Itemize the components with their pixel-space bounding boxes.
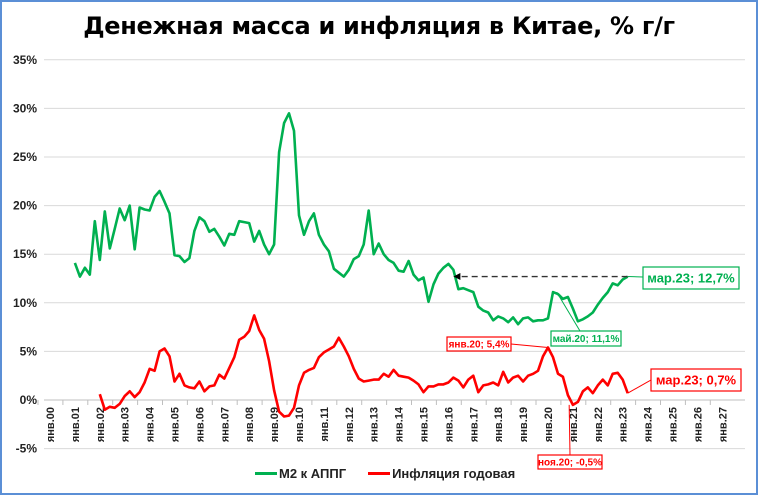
x-tick-label: янв.18 — [493, 407, 505, 442]
y-tick-label: 20% — [13, 199, 37, 213]
callout-cpi-jan20-box — [446, 336, 512, 352]
x-tick-label: янв.07 — [219, 407, 231, 442]
x-tick-label: янв.19 — [518, 407, 530, 442]
x-tick-label: янв.14 — [394, 406, 406, 442]
legend-swatch-inflation — [368, 472, 391, 475]
m2-line — [73, 112, 629, 326]
legend-item-inflation[interactable]: Инфляция годовая — [368, 466, 515, 481]
callout-cpi-nov20-label: ноя.20; -0,5% — [538, 458, 602, 469]
x-tick-label: янв.20 — [543, 407, 555, 442]
x-tick-label: янв.15 — [419, 407, 431, 442]
x-tick-label: янв.16 — [443, 407, 455, 442]
x-tick-label: янв.09 — [269, 407, 281, 442]
x-tick-label: янв.03 — [120, 407, 132, 442]
x-tick-label: янв.01 — [70, 407, 82, 442]
x-tick-label: янв.23 — [618, 407, 630, 442]
x-tick-label: янв.17 — [468, 407, 480, 442]
x-tick-label: янв.21 — [568, 407, 580, 442]
callout-m2-mar23-label: мар.23; 12,7% — [647, 271, 735, 286]
x-tick-label: янв.12 — [344, 407, 356, 442]
x-tick-label: янв.08 — [244, 407, 256, 442]
callout-cpi-jan20-label: янв.20; 5,4% — [449, 340, 510, 351]
x-tick-label: янв.05 — [170, 407, 182, 442]
x-tick-label: янв.10 — [294, 407, 306, 442]
callout-cpi-nov20-leader — [568, 404, 571, 456]
x-tick-label: янв.04 — [145, 406, 157, 442]
y-tick-label: 5% — [20, 344, 38, 358]
x-tick-label: янв.22 — [593, 407, 605, 442]
callout-m2-may20-label: май.20; 11,1% — [553, 334, 620, 345]
x-tick-label: янв.02 — [95, 407, 107, 442]
arrow-head-icon — [453, 273, 461, 281]
y-tick-label: -5% — [16, 442, 38, 456]
y-tick-label: 25% — [13, 150, 37, 164]
x-tick-label: янв.25 — [668, 407, 680, 442]
y-tick-label: 35% — [13, 53, 37, 67]
callout-m2-mar23-box — [642, 266, 740, 290]
callout-cpi-jan20-leader — [510, 343, 549, 349]
callout-m2-may20-box — [550, 330, 622, 347]
x-tick-label: янв.00 — [45, 407, 57, 442]
x-tick-label: янв.06 — [194, 407, 206, 442]
y-tick-label: 30% — [13, 101, 37, 115]
callout-cpi-mar23-leader — [627, 379, 652, 394]
legend: M2 к АППГ Инфляция годовая — [255, 466, 515, 481]
legend-label-inflation: Инфляция годовая — [392, 466, 516, 481]
callout-cpi-mar23-box — [650, 368, 742, 392]
callout-cpi-nov20-box — [537, 454, 603, 470]
chart-title: Денежная масса и инфляция в Китае, % г/г — [83, 12, 675, 40]
x-tick-label: янв.13 — [369, 407, 381, 442]
x-tick-label: янв.24 — [643, 406, 655, 442]
legend-label-m2: M2 к АППГ — [279, 466, 347, 481]
legend-swatch-m2 — [255, 472, 277, 475]
legend-item-m2[interactable]: M2 к АППГ — [255, 466, 346, 481]
y-tick-label: 10% — [13, 296, 37, 310]
x-tick-label: янв.27 — [717, 407, 729, 442]
y-tick-label: 15% — [13, 247, 37, 261]
callout-m2-may20-leader — [556, 291, 581, 332]
inflation-line — [98, 314, 629, 418]
y-tick-label: 0% — [20, 393, 38, 407]
x-tick-label: янв.26 — [692, 407, 704, 442]
x-tick-label: янв.11 — [319, 407, 331, 442]
callout-cpi-mar23-label: мар.23; 0,7% — [656, 373, 737, 388]
